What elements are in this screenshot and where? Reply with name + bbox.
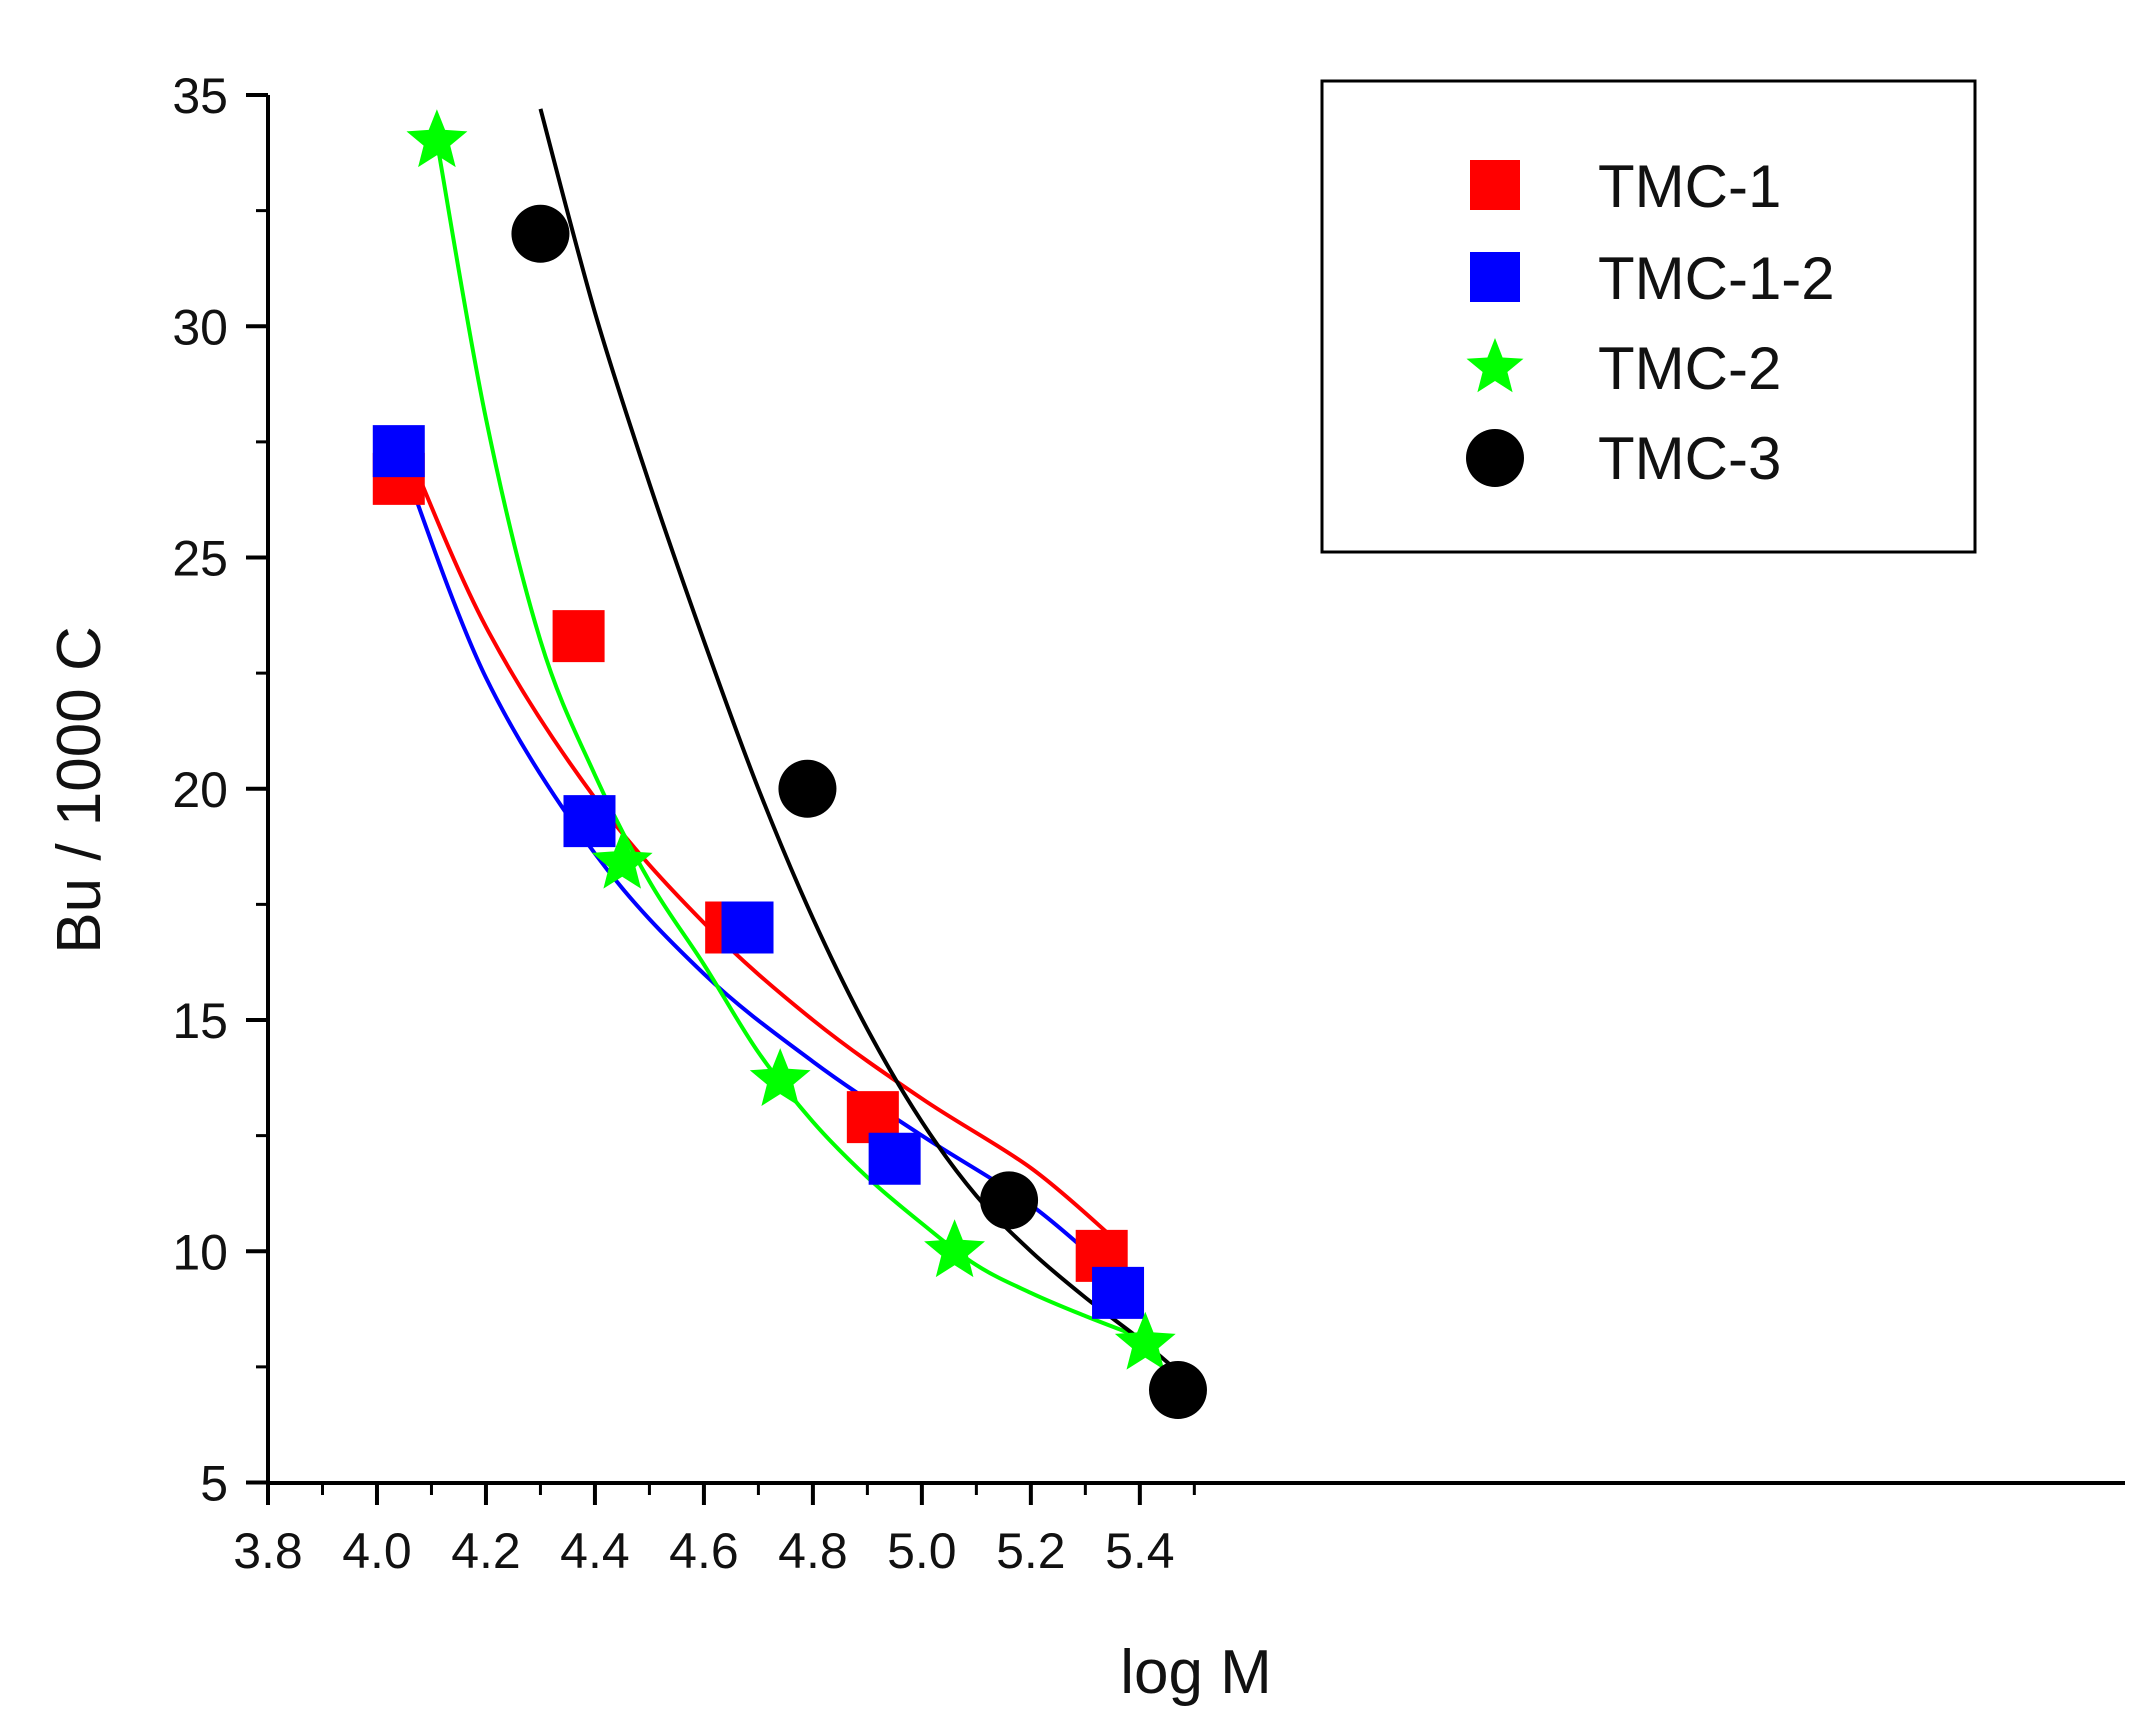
x-tick-label: 5.2 [996, 1523, 1066, 1579]
point-tmc-3 [980, 1171, 1039, 1230]
legend-marker-tmc-1 [1470, 160, 1520, 210]
legend-label-tmc-2: TMC-2 [1598, 335, 1781, 402]
legend-label-tmc-1-2: TMC-1-2 [1598, 245, 1835, 312]
point-tmc-2 [1114, 1311, 1176, 1370]
point-tmc-1-2 [372, 425, 425, 478]
y-tick-label: 10 [172, 1224, 228, 1280]
x-tick-label: 4.6 [669, 1523, 739, 1579]
x-tick-label: 4.4 [560, 1523, 630, 1579]
fit-line-tmc-1 [396, 427, 1114, 1239]
legend-marker-tmc-3 [1466, 429, 1524, 487]
y-tick-label: 25 [172, 531, 228, 587]
legend-label-tmc-1: TMC-1 [1598, 153, 1781, 220]
y-tick-label: 15 [172, 993, 228, 1049]
point-tmc-1-2 [1092, 1266, 1145, 1319]
tick-labels: 3.8 4.0 4.2 4.4 4.6 4.8 5.0 5.2 5.4 5 10 15 20 25 30 35 [172, 68, 1174, 1579]
legend-box [1320, 79, 1977, 554]
x-axis-label: log M [1120, 1638, 1272, 1707]
point-tmc-1-2 [563, 795, 616, 848]
y-tick-label: 5 [200, 1456, 228, 1512]
y-axis-label: Bu / 1000 C [45, 626, 114, 953]
ticks [246, 93, 1196, 1505]
point-tmc-2 [406, 109, 468, 168]
point-tmc-3 [1148, 1361, 1207, 1419]
legend: TMC-1 TMC-1-2 TMC-2 TMC-3 [1320, 79, 1977, 554]
y-tick-label: 20 [172, 762, 228, 818]
x-tick-label: 4.0 [342, 1523, 412, 1579]
x-tick-label: 5.4 [1105, 1523, 1175, 1579]
legend-item-tmc-3: TMC-3 [1466, 425, 1781, 492]
point-tmc-3 [511, 204, 570, 263]
point-tmc-2 [924, 1219, 985, 1278]
point-tmc-3 [778, 759, 837, 818]
fit-line-tmc-3 [538, 108, 1180, 1374]
markers [372, 109, 1207, 1419]
legend-item-tmc-2: TMC-2 [1466, 335, 1781, 402]
y-tick-label: 30 [172, 299, 228, 355]
legend-marker-tmc-2 [1466, 338, 1524, 393]
point-tmc-2 [749, 1048, 811, 1106]
legend-label-tmc-3: TMC-3 [1598, 425, 1781, 492]
legend-item-tmc-1: TMC-1 [1470, 153, 1781, 220]
fit-lines [396, 108, 1180, 1374]
legend-item-tmc-1-2: TMC-1-2 [1470, 245, 1835, 312]
legend-marker-tmc-1-2 [1470, 252, 1520, 302]
fit-line-tmc-2 [434, 140, 1147, 1341]
point-tmc-1-2 [721, 901, 774, 954]
y-tick-label: 35 [172, 68, 228, 124]
x-tick-label: 4.2 [451, 1523, 521, 1579]
point-tmc-2 [591, 830, 653, 889]
x-tick-label: 5.0 [887, 1523, 957, 1579]
point-tmc-1-2 [868, 1132, 921, 1185]
x-tick-label: 4.8 [778, 1523, 848, 1579]
point-tmc-1 [552, 610, 605, 663]
x-tick-label: 3.8 [233, 1523, 303, 1579]
